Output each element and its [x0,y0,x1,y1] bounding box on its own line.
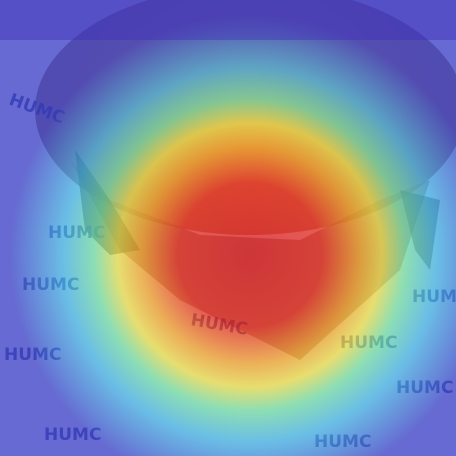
top-band [0,0,456,40]
